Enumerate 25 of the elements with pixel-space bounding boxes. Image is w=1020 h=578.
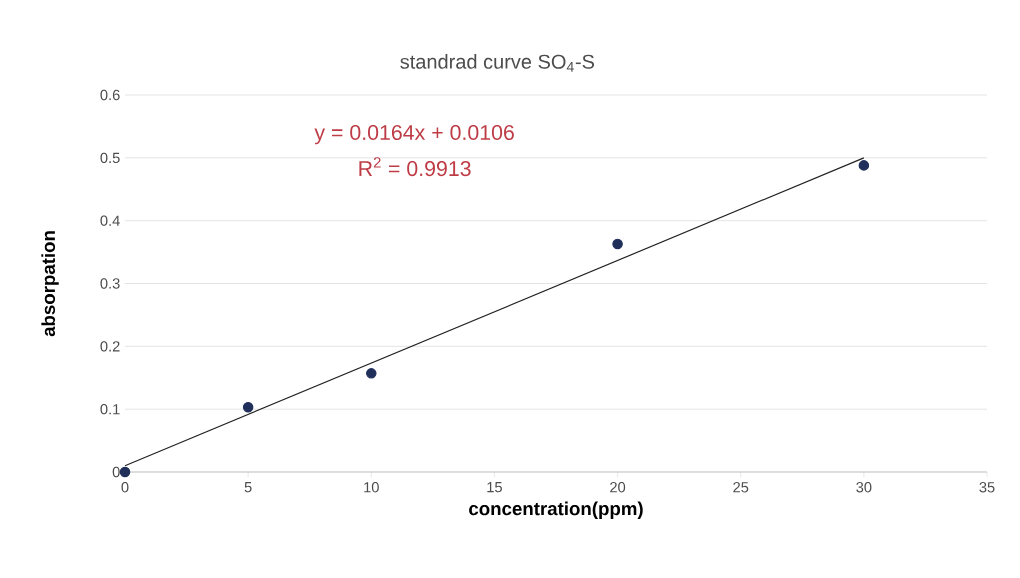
x-tick-label: 35 — [979, 482, 995, 493]
x-tick-label: 30 — [856, 482, 872, 493]
x-tick-label: 20 — [610, 482, 626, 493]
x-tick-label: 10 — [364, 482, 379, 493]
x-tick-label: 25 — [733, 482, 749, 493]
x-tick-label: 0 — [121, 482, 129, 493]
y-tick-label: 0.3 — [100, 278, 120, 289]
y-tick-label: 0.4 — [100, 215, 120, 226]
point — [119, 466, 131, 478]
y-tick-label: 0.6 — [100, 89, 120, 101]
y-tick-label: 0.5 — [100, 152, 120, 164]
y-axis-title: absorpation — [41, 231, 59, 337]
x-tick-label: 5 — [244, 482, 252, 493]
y-tick-label: 0.1 — [100, 403, 120, 415]
point — [612, 238, 623, 250]
x-tick-label: 15 — [487, 482, 502, 493]
point — [242, 402, 254, 413]
point — [366, 368, 377, 379]
y-tick-label: 0.2 — [100, 341, 120, 352]
annotation: y = 0.0164x + 0.0106 — [314, 124, 514, 145]
chart-title: standrad curve SO$_{4}$-S — [400, 54, 595, 72]
y-tick-label: 0 — [112, 466, 120, 478]
point — [858, 160, 870, 171]
annotation: R$^{2}$ = 0.9913 — [359, 157, 471, 177]
x-axis-title: concentration(ppm) — [469, 501, 643, 519]
